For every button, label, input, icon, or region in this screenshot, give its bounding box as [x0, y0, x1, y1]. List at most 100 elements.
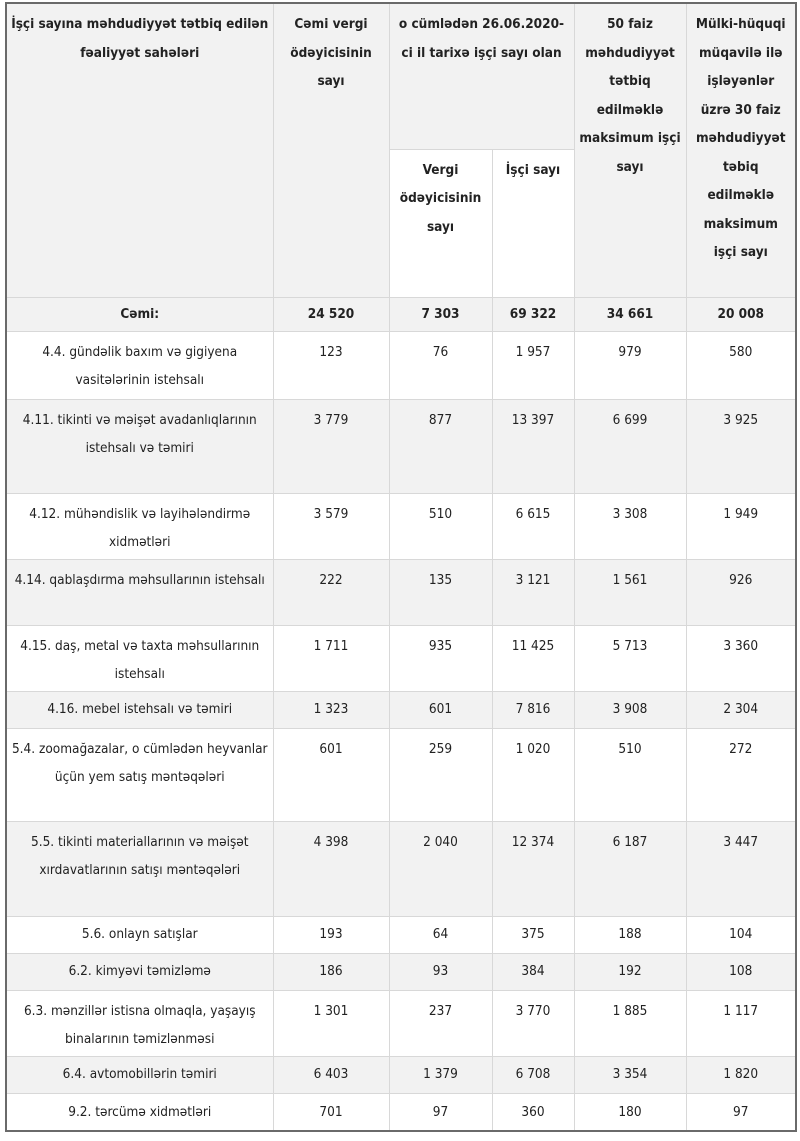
value-cell: 192: [573, 952, 687, 991]
value-cell: 104: [685, 915, 797, 954]
value-cell: 580: [685, 330, 797, 400]
total-cell: 20 008: [685, 296, 797, 332]
value-cell: 3 121: [491, 558, 575, 626]
value-cell: 2 040: [388, 820, 493, 917]
table-row: 9.2. tərcümə xidmətləri 701 97 360 180 97: [5, 1092, 797, 1132]
header-sub-workers: İşçi sayı: [491, 148, 575, 298]
table-row: 6.3. mənzillər istisna olmaqla, yaşayış …: [5, 989, 797, 1057]
header-of-which: o cümlədən 26.06.2020-ci il tarixə işçi …: [388, 2, 575, 150]
value-cell: 926: [685, 558, 797, 626]
value-cell: 510: [573, 727, 687, 822]
value-cell: 979: [573, 330, 687, 400]
value-cell: 510: [388, 492, 493, 560]
value-cell: 186: [272, 952, 390, 991]
activity-cell: 6.4. avtomobillərin təmiri: [5, 1055, 274, 1094]
value-cell: 1 561: [573, 558, 687, 626]
value-cell: 5 713: [573, 624, 687, 692]
total-cell: 69 322: [491, 296, 575, 332]
value-cell: 3 779: [272, 398, 390, 494]
value-cell: 877: [388, 398, 493, 494]
value-cell: 1 957: [491, 330, 575, 400]
activity-cell: 5.5. tikinti materiallarının və məişət x…: [5, 820, 274, 917]
value-cell: 3 908: [573, 690, 687, 729]
table-row: 6.4. avtomobillərin təmiri 6 403 1 379 6 70…: [5, 1055, 797, 1094]
value-cell: 1 379: [388, 1055, 493, 1094]
value-cell: 193: [272, 915, 390, 954]
value-cell: 6 708: [491, 1055, 575, 1094]
value-cell: 97: [685, 1092, 797, 1132]
value-cell: 601: [388, 690, 493, 729]
value-cell: 1 949: [685, 492, 797, 560]
value-cell: 384: [491, 952, 575, 991]
value-cell: 237: [388, 989, 493, 1057]
value-cell: 6 615: [491, 492, 575, 560]
value-cell: 601: [272, 727, 390, 822]
value-cell: 3 447: [685, 820, 797, 917]
value-cell: 13 397: [491, 398, 575, 494]
value-cell: 1 885: [573, 989, 687, 1057]
table-row: 5.6. onlayn satışlar 193 64 375 188 104: [5, 915, 797, 954]
table-row: 5.5. tikinti materiallarının və məişət x…: [5, 820, 797, 917]
table-row: 4.15. daş, metal və taxta məhsullarının …: [5, 624, 797, 692]
value-cell: 3 770: [491, 989, 575, 1057]
total-row: Cəmi: 24 520 7 303 69 322 34 661 20 008: [5, 296, 797, 332]
total-cell: 34 661: [573, 296, 687, 332]
value-cell: 259: [388, 727, 493, 822]
value-cell: 1 820: [685, 1055, 797, 1094]
value-cell: 935: [388, 624, 493, 692]
activity-cell: 4.16. mebel istehsalı və təmiri: [5, 690, 274, 729]
value-cell: 12 374: [491, 820, 575, 917]
activity-cell: 4.11. tikinti və məişət avadanlıqlarının…: [5, 398, 274, 494]
value-cell: 2 304: [685, 690, 797, 729]
value-cell: 6 403: [272, 1055, 390, 1094]
value-cell: 1 301: [272, 989, 390, 1057]
header-sub-taxpayers: Vergi ödəyicisinin sayı: [388, 148, 493, 298]
value-cell: 108: [685, 952, 797, 991]
value-cell: 3 308: [573, 492, 687, 560]
activity-cell: 6.3. mənzillər istisna olmaqla, yaşayış …: [5, 989, 274, 1057]
header-max-50: 50 faiz məhdudiyyət tətbiq edilməklə mak…: [573, 2, 687, 298]
activity-cell: 4.12. mühəndislik və layihələndirmə xidm…: [5, 492, 274, 560]
value-cell: 701: [272, 1092, 390, 1132]
activity-cell: 9.2. tərcümə xidmətləri: [5, 1092, 274, 1132]
table-row: 4.4. gündəlik baxım və gigiyena vasitələ…: [5, 330, 797, 400]
value-cell: 123: [272, 330, 390, 400]
value-cell: 188: [573, 915, 687, 954]
total-label: Cəmi:: [5, 296, 274, 332]
header-total-taxpayers: Cəmi vergi ödəyicisinin sayı: [272, 2, 390, 298]
table-row: 5.4. zoomağazalar, o cümlədən heyvanlar …: [5, 727, 797, 822]
value-cell: 11 425: [491, 624, 575, 692]
header-activity: İşçi sayına məhdudiyyət tətbiq edilən fə…: [5, 2, 274, 298]
activity-cell: 4.4. gündəlik baxım və gigiyena vasitələ…: [5, 330, 274, 400]
value-cell: 272: [685, 727, 797, 822]
value-cell: 6 187: [573, 820, 687, 917]
value-cell: 360: [491, 1092, 575, 1132]
header-max-30: Mülki-hüquqi müqavilə ilə işləyənlər üzr…: [685, 2, 797, 298]
activity-cell: 5.6. onlayn satışlar: [5, 915, 274, 954]
value-cell: 1 117: [685, 989, 797, 1057]
value-cell: 222: [272, 558, 390, 626]
total-cell: 7 303: [388, 296, 493, 332]
value-cell: 3 925: [685, 398, 797, 494]
value-cell: 375: [491, 915, 575, 954]
activity-cell: 4.14. qablaşdırma məhsullarının istehsal…: [5, 558, 274, 626]
value-cell: 1 323: [272, 690, 390, 729]
value-cell: 3 579: [272, 492, 390, 560]
value-cell: 97: [388, 1092, 493, 1132]
total-cell: 24 520: [272, 296, 390, 332]
value-cell: 64: [388, 915, 493, 954]
value-cell: 3 354: [573, 1055, 687, 1094]
value-cell: 93: [388, 952, 493, 991]
restriction-table: İşçi sayına məhdudiyyət tətbiq edilən fə…: [5, 2, 797, 1132]
table-row: 4.14. qablaşdırma məhsullarının istehsal…: [5, 558, 797, 626]
value-cell: 1 020: [491, 727, 575, 822]
value-cell: 6 699: [573, 398, 687, 494]
value-cell: 7 816: [491, 690, 575, 729]
activity-cell: 5.4. zoomağazalar, o cümlədən heyvanlar …: [5, 727, 274, 822]
value-cell: 180: [573, 1092, 687, 1132]
value-cell: 4 398: [272, 820, 390, 917]
table-row: 4.11. tikinti və məişət avadanlıqlarının…: [5, 398, 797, 494]
activity-cell: 4.15. daş, metal və taxta məhsullarının …: [5, 624, 274, 692]
table-row: 4.12. mühəndislik və layihələndirmə xidm…: [5, 492, 797, 560]
value-cell: 135: [388, 558, 493, 626]
